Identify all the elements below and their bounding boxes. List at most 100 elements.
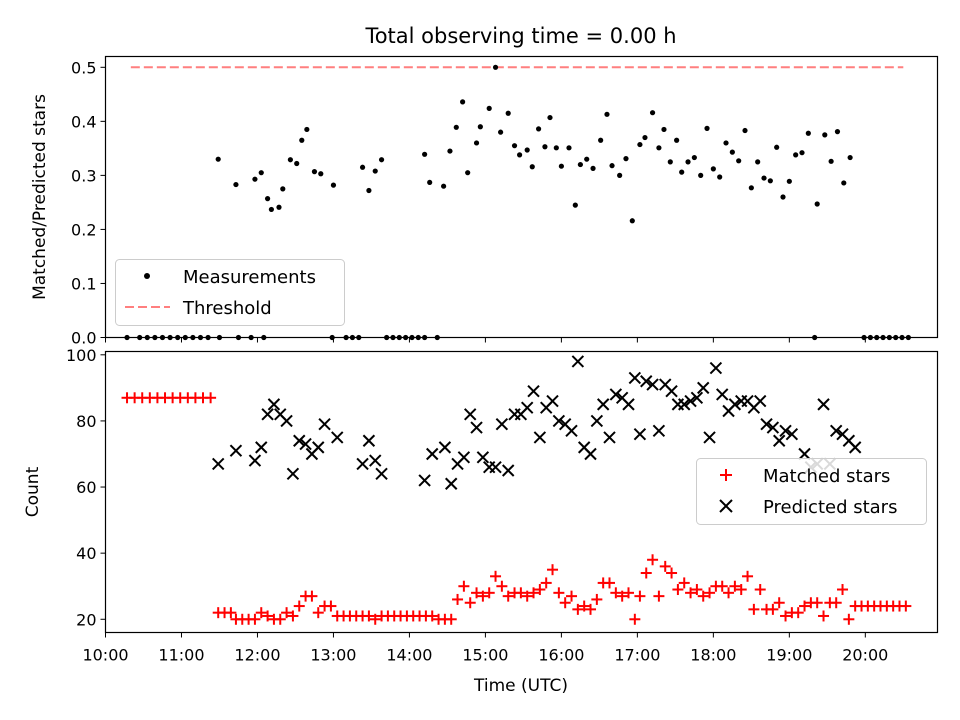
bottom-panel: 20 40 60 80 100 10:00 11:00 12:00 13:00 14:00 15:… <box>23 346 939 696</box>
measurement-point <box>623 156 629 162</box>
measurement-point <box>834 129 841 135</box>
bottom-xtick-label: 16:00 <box>538 646 584 665</box>
measurement-point <box>767 178 773 184</box>
legend-entry-threshold: Threshold <box>182 298 272 319</box>
matched-stars-point <box>534 584 546 596</box>
measurement-point <box>378 157 385 163</box>
bottom-xtick-label: 14:00 <box>386 646 432 665</box>
matched-stars-point <box>572 603 584 615</box>
measurement-point <box>828 158 834 164</box>
measurement-point <box>748 185 754 191</box>
measurement-point <box>233 181 239 188</box>
predicted-stars-point <box>445 477 458 490</box>
measurement-point <box>841 180 847 186</box>
matched-stars-point <box>502 590 514 602</box>
matched-stars-point <box>659 560 671 572</box>
measurement-point <box>566 145 572 151</box>
matched-stars-point <box>678 577 690 589</box>
measurement-point <box>649 110 656 116</box>
predicted-stars-point <box>779 424 792 438</box>
top-ytick-label: 0.5 <box>71 58 96 77</box>
predicted-stars-point <box>280 414 293 428</box>
measurement-point <box>287 157 293 163</box>
measurement-point <box>584 156 590 162</box>
predicted-stars-point <box>438 441 452 454</box>
measurement-point <box>691 154 697 161</box>
predicted-stars-point <box>628 371 642 385</box>
measurement-point <box>252 176 258 182</box>
bottom-xtick-label: 12:00 <box>234 646 280 665</box>
bottom-ytick-label: 60 <box>76 478 96 497</box>
matched-stars-point <box>477 590 489 602</box>
predicted-stars-point <box>470 421 483 434</box>
legend-entry-predicted-stars: Predicted stars <box>763 497 897 518</box>
matched-stars-point <box>672 584 684 596</box>
legend-entry-matched-stars: Matched stars <box>763 466 890 487</box>
predicted-stars-point <box>457 451 471 464</box>
bottom-y-ticks: 20 40 60 80 100 <box>66 346 106 629</box>
measurement-point <box>465 170 471 176</box>
matched-stars-point <box>490 570 502 582</box>
measurement-point <box>667 159 673 165</box>
matched-stars-point <box>716 580 728 592</box>
bottom-xtick-label: 11:00 <box>158 646 204 665</box>
matched-stars-point <box>723 587 735 599</box>
matched-stars-point <box>799 600 811 612</box>
matched-stars-point <box>742 570 754 582</box>
bottom-axes-frame <box>104 350 939 634</box>
top-ytick-label: 0.0 <box>71 329 96 348</box>
measurement-point <box>547 114 553 121</box>
bottom-legend: Matched stars Predicted stars <box>696 458 927 525</box>
bottom-xlabel: Time (UTC) <box>473 676 568 696</box>
measurement-point <box>799 150 805 156</box>
matched-stars-point <box>540 577 552 589</box>
measurement-point <box>359 164 366 170</box>
measurement-point <box>535 126 542 132</box>
predicted-stars-point <box>798 447 811 461</box>
matched-stars-point <box>553 587 565 599</box>
bottom-xtick-label: 13:00 <box>310 646 356 665</box>
measurement-point <box>473 140 480 146</box>
matched-stars-point <box>735 584 747 596</box>
predicted-stars-point <box>652 424 666 438</box>
measurement-point <box>558 163 564 169</box>
matched-stars-point <box>293 600 305 612</box>
predicted-stars-point <box>709 361 723 375</box>
predicted-stars-point <box>520 401 534 414</box>
matched-stars-point <box>729 580 741 592</box>
matched-stars-point <box>547 564 559 576</box>
predicted-stars-point <box>533 431 547 444</box>
predicted-stars-point <box>546 394 559 408</box>
measurement-point <box>372 168 378 174</box>
measurement-point <box>761 175 767 181</box>
measurement-point <box>742 127 748 134</box>
measurement-point <box>637 141 643 148</box>
predicted-stars-point <box>633 427 647 441</box>
measurement-point <box>486 105 492 111</box>
measurement-point <box>517 152 523 158</box>
matched-stars-point <box>369 613 381 625</box>
predicted-stars-point <box>684 394 697 408</box>
measurement-point <box>427 179 433 186</box>
bottom-xtick-label: 20:00 <box>842 646 888 665</box>
measurement-point <box>264 196 271 202</box>
bottom-ytick-label: 100 <box>66 346 97 365</box>
measurement-point <box>698 172 704 178</box>
measurement-point <box>774 144 780 150</box>
predicted-stars-point <box>527 384 540 398</box>
matched-stars-point <box>653 590 665 602</box>
measurement-point <box>704 125 710 131</box>
matched-stars-point <box>704 587 716 599</box>
matched-stars-point <box>811 597 823 609</box>
bottom-xtick-label: 15:00 <box>462 646 508 665</box>
predicted-legend-marker <box>719 499 733 513</box>
predicted-stars-point <box>584 447 597 461</box>
top-x-ticks <box>105 337 866 343</box>
top-legend: Measurements Threshold <box>115 259 345 326</box>
matched-legend-marker <box>720 469 732 481</box>
predicted-stars-point <box>331 431 344 444</box>
measurement-point <box>661 126 667 133</box>
measurement-point <box>311 169 318 175</box>
measurement-point <box>786 178 792 184</box>
